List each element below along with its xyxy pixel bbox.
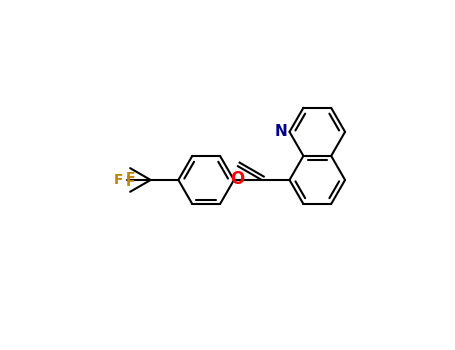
Text: O: O bbox=[231, 170, 245, 188]
Text: N: N bbox=[275, 124, 288, 139]
Text: F: F bbox=[126, 175, 135, 189]
Text: F: F bbox=[114, 173, 123, 187]
Text: F: F bbox=[126, 171, 135, 185]
